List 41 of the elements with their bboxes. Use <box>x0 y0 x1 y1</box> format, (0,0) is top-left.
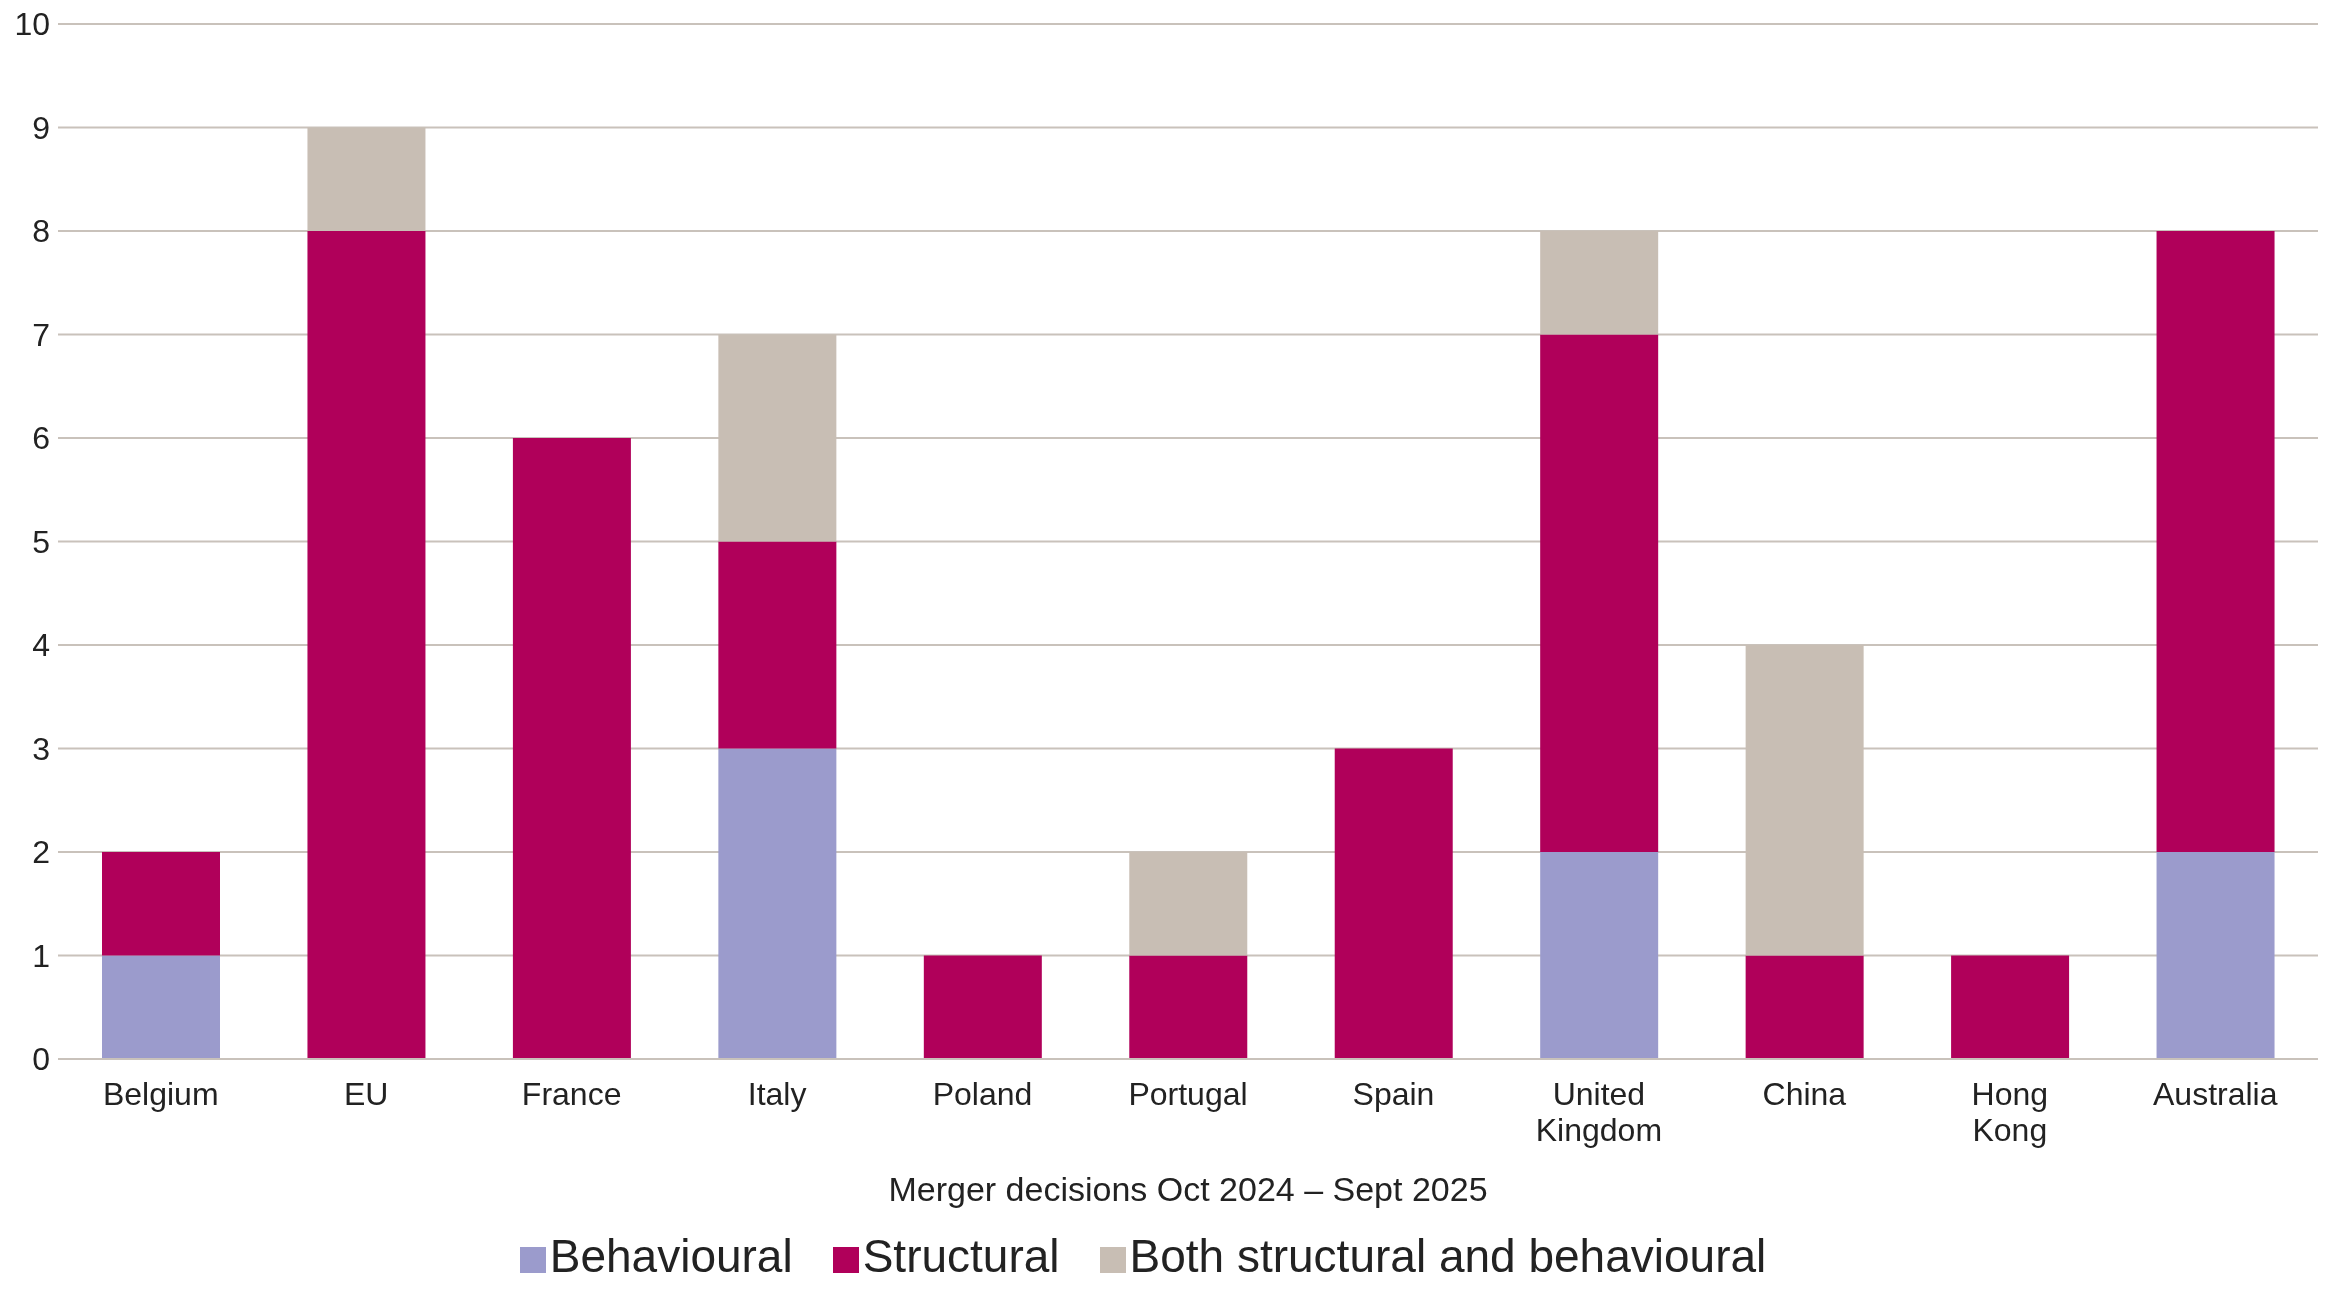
bar <box>718 748 837 1059</box>
bar <box>1129 955 1248 1059</box>
x-tick-label: Spain <box>1352 1076 1435 1112</box>
bar <box>2156 231 2275 852</box>
y-tick-label: 3 <box>32 730 50 767</box>
y-tick-label: 6 <box>32 420 50 457</box>
bar <box>2156 852 2275 1059</box>
x-tick-label: Portugal <box>1128 1076 1248 1112</box>
bar <box>1540 852 1659 1059</box>
y-tick-label: 4 <box>32 627 50 664</box>
y-tick-label: 0 <box>32 1041 50 1078</box>
bar <box>923 955 1042 1059</box>
bar <box>1334 748 1453 1059</box>
bar <box>102 955 220 1059</box>
y-tick-label: 7 <box>32 316 50 353</box>
x-axis-title: Merger decisions Oct 2024 – Sept 2025 <box>888 1170 1488 1208</box>
bar <box>102 852 220 956</box>
legend-label: Both structural and behavioural <box>1129 1230 1767 1282</box>
x-tick-label: Hong Kong <box>1971 1076 2049 1148</box>
y-tick-label: 9 <box>32 109 50 146</box>
bar <box>307 231 426 1059</box>
y-tick-label: 1 <box>32 937 50 974</box>
legend-label: Structural <box>862 1230 1060 1282</box>
x-tick-label: Belgium <box>102 1076 219 1112</box>
bar <box>512 438 631 1059</box>
legend-label: Behavioural <box>549 1230 793 1282</box>
bar <box>1540 334 1659 852</box>
x-tick-label: China <box>1762 1076 1847 1112</box>
y-tick-label: 10 <box>14 6 50 43</box>
x-tick-label: Poland <box>932 1076 1033 1112</box>
x-tick-label: EU <box>343 1076 389 1112</box>
x-tick-label: Italy <box>747 1076 807 1112</box>
y-tick-label: 2 <box>32 834 50 871</box>
bar <box>718 541 837 749</box>
x-tick-label: France <box>521 1076 622 1112</box>
y-tick-label: 8 <box>32 213 50 250</box>
y-tick-label: 5 <box>32 523 50 560</box>
x-tick-label: United Kingdom <box>1535 1076 1663 1148</box>
bar <box>1951 955 2070 1059</box>
x-tick-label: Australia <box>2153 1076 2278 1112</box>
bar <box>1745 955 1864 1059</box>
